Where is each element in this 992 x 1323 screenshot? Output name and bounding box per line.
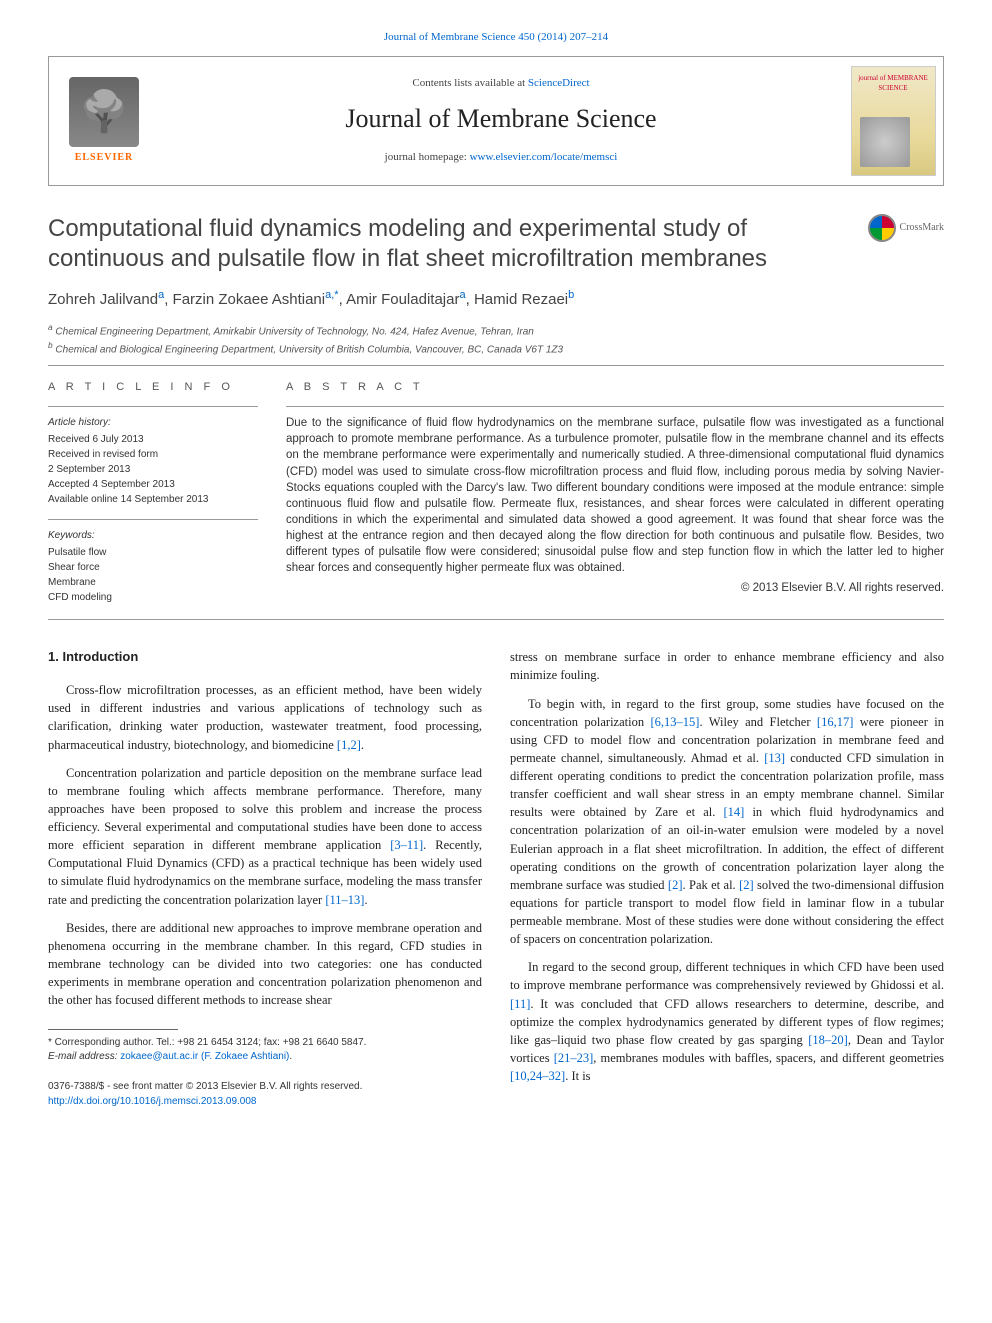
divider xyxy=(48,365,944,366)
paragraph: Cross-flow microfiltration processes, as… xyxy=(48,681,482,754)
journal-name: Journal of Membrane Science xyxy=(345,100,656,138)
author-aff: a xyxy=(158,289,164,301)
keyword: Membrane xyxy=(48,575,258,590)
history-online: Available online 14 September 2013 xyxy=(48,492,258,507)
body-text: 1. Introduction Cross-flow microfiltrati… xyxy=(48,648,944,1109)
journal-header: ELSEVIER Contents lists available at Sci… xyxy=(48,56,944,186)
keyword: Shear force xyxy=(48,560,258,575)
history-received: Received 6 July 2013 xyxy=(48,432,258,447)
affiliation-b: b Chemical and Biological Engineering De… xyxy=(48,339,944,357)
abstract-text: Due to the significance of fluid flow hy… xyxy=(286,415,944,576)
contents-line: Contents lists available at ScienceDirec… xyxy=(412,76,589,92)
paragraph: stress on membrane surface in order to e… xyxy=(510,648,944,684)
divider xyxy=(286,406,944,407)
header-center: Contents lists available at ScienceDirec… xyxy=(159,57,843,185)
corr-author-line: * Corresponding author. Tel.: +98 21 645… xyxy=(48,1036,482,1050)
keywords-label: Keywords: xyxy=(48,528,258,543)
citation-link[interactable]: [1,2] xyxy=(337,738,361,752)
author-aff: b xyxy=(568,289,574,301)
homepage-line: journal homepage: www.elsevier.com/locat… xyxy=(385,150,618,166)
citation-link[interactable]: [11] xyxy=(510,997,530,1011)
section-heading-intro: 1. Introduction xyxy=(48,648,482,667)
citation-link[interactable]: [2] xyxy=(668,878,683,892)
divider xyxy=(48,619,944,620)
paragraph: Besides, there are additional new approa… xyxy=(48,919,482,1010)
crossmark-badge[interactable]: CrossMark xyxy=(868,214,944,242)
author-aff: a xyxy=(459,289,465,301)
history-label: Article history: xyxy=(48,415,258,430)
front-matter-footer: 0376-7388/$ - see front matter © 2013 El… xyxy=(48,1080,482,1109)
author-aff: a,* xyxy=(325,289,338,301)
corresponding-author-footnote: * Corresponding author. Tel.: +98 21 645… xyxy=(48,1036,482,1064)
author: Hamid Rezaei xyxy=(474,291,568,308)
article-title: Computational fluid dynamics modeling an… xyxy=(48,214,852,274)
keyword: CFD modeling xyxy=(48,590,258,605)
citation-link[interactable]: [18–20] xyxy=(808,1033,848,1047)
abstract-column: A B S T R A C T Due to the significance … xyxy=(286,380,944,605)
issn-line: 0376-7388/$ - see front matter © 2013 El… xyxy=(48,1080,482,1095)
contents-pre: Contents lists available at xyxy=(412,77,527,89)
article-info-column: A R T I C L E I N F O Article history: R… xyxy=(48,380,258,605)
author: Farzin Zokaee Ashtiani xyxy=(173,291,326,308)
crossmark-icon xyxy=(868,214,896,242)
elsevier-tree-icon xyxy=(69,77,139,147)
keyword: Pulsatile flow xyxy=(48,545,258,560)
divider xyxy=(48,519,258,520)
citation-link[interactable]: [6,13–15] xyxy=(650,715,699,729)
citation-link[interactable]: [13] xyxy=(764,751,785,765)
crossmark-label: CrossMark xyxy=(900,221,944,236)
citation-link[interactable]: [3–11] xyxy=(390,838,423,852)
email-link[interactable]: zokaee@aut.ac.ir (F. Zokaee Ashtiani) xyxy=(120,1051,289,1062)
homepage-link[interactable]: www.elsevier.com/locate/memsci xyxy=(470,151,618,163)
email-line: E-mail address: zokaee@aut.ac.ir (F. Zok… xyxy=(48,1050,482,1064)
cover-image: journal of MEMBRANE SCIENCE xyxy=(851,66,936,176)
footnote-rule xyxy=(48,1029,178,1030)
history-revised-date: 2 September 2013 xyxy=(48,462,258,477)
paragraph: In regard to the second group, different… xyxy=(510,958,944,1085)
history-accepted: Accepted 4 September 2013 xyxy=(48,477,258,492)
journal-citation[interactable]: Journal of Membrane Science 450 (2014) 2… xyxy=(48,30,944,46)
affiliations: a Chemical Engineering Department, Amirk… xyxy=(48,321,944,358)
article-history: Article history: Received 6 July 2013 Re… xyxy=(48,415,258,507)
citation-link[interactable]: [10,24–32] xyxy=(510,1069,565,1083)
keywords: Keywords: Pulsatile flow Shear force Mem… xyxy=(48,528,258,605)
citation-link[interactable]: [21–23] xyxy=(554,1051,594,1065)
homepage-pre: journal homepage: xyxy=(385,151,470,163)
sciencedirect-link[interactable]: ScienceDirect xyxy=(528,77,590,89)
paragraph: To begin with, in regard to the first gr… xyxy=(510,695,944,949)
abstract-label: A B S T R A C T xyxy=(286,380,944,396)
elsevier-label: ELSEVIER xyxy=(75,151,134,166)
citation-link[interactable]: [2] xyxy=(739,878,754,892)
author: Zohreh Jalilvand xyxy=(48,291,158,308)
citation-link[interactable]: [11–13] xyxy=(325,893,364,907)
paragraph: Concentration polarization and particle … xyxy=(48,764,482,909)
elsevier-logo[interactable]: ELSEVIER xyxy=(49,57,159,185)
affiliation-a: a Chemical Engineering Department, Amirk… xyxy=(48,321,944,339)
citation-link[interactable]: [16,17] xyxy=(817,715,853,729)
author: Amir Fouladitajar xyxy=(346,291,459,308)
journal-cover[interactable]: journal of MEMBRANE SCIENCE xyxy=(843,57,943,185)
article-info-label: A R T I C L E I N F O xyxy=(48,380,258,396)
history-revised: Received in revised form xyxy=(48,447,258,462)
doi-link[interactable]: http://dx.doi.org/10.1016/j.memsci.2013.… xyxy=(48,1096,256,1107)
abstract-copyright: © 2013 Elsevier B.V. All rights reserved… xyxy=(286,580,944,597)
authors-line: Zohreh Jalilvanda, Farzin Zokaee Ashtian… xyxy=(48,288,944,311)
citation-link[interactable]: [14] xyxy=(723,805,744,819)
divider xyxy=(48,406,258,407)
